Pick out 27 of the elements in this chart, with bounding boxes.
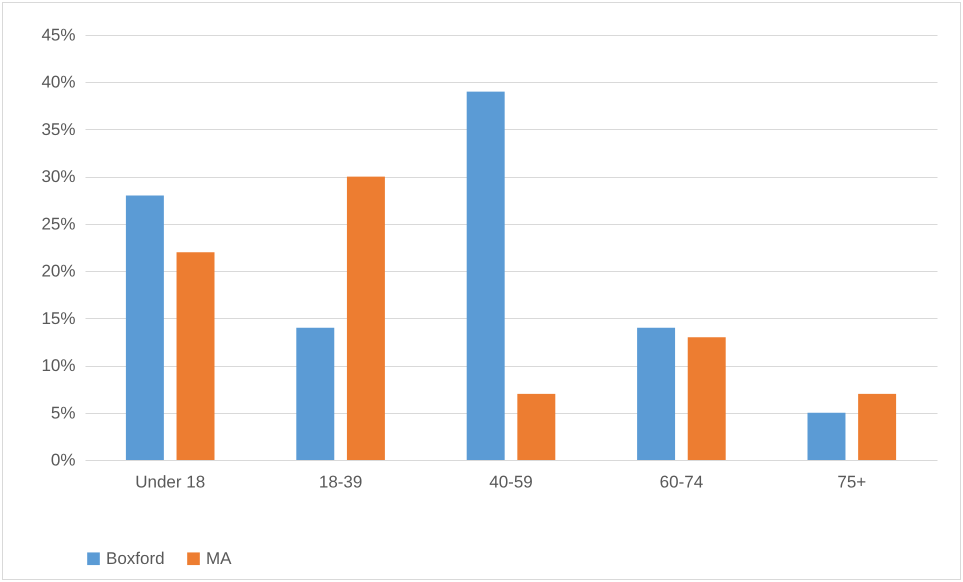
bar: [466, 92, 505, 460]
y-tick-label: 15%: [41, 308, 76, 328]
x-tick-label: 75+: [837, 472, 866, 492]
y-tick-label: 20%: [41, 262, 76, 281]
x-tick-label: 40-59: [489, 472, 533, 492]
bar: [858, 394, 896, 460]
x-tick-label: 18-39: [318, 472, 362, 492]
y-tick-label: 45%: [41, 26, 76, 44]
bar: [688, 337, 726, 460]
x-tick-label: Under 18: [135, 472, 206, 492]
bar: [807, 412, 846, 460]
y-tick-label: 30%: [41, 167, 76, 186]
y-tick-label: 35%: [41, 120, 76, 139]
legend-label: MA: [206, 548, 232, 568]
bar: [346, 176, 385, 460]
legend-label: Boxford: [106, 548, 165, 568]
bar: [637, 328, 676, 460]
bar: [176, 252, 215, 460]
y-tick-label: 10%: [41, 356, 76, 376]
bar: [126, 196, 164, 460]
bar: [517, 394, 556, 460]
bar: [296, 328, 334, 460]
x-tick-label: 60-74: [660, 472, 704, 492]
y-tick-label: 40%: [41, 72, 76, 92]
y-tick-label: 5%: [50, 403, 76, 422]
y-tick-label: 25%: [41, 214, 76, 234]
y-tick-label: 0%: [50, 450, 76, 470]
